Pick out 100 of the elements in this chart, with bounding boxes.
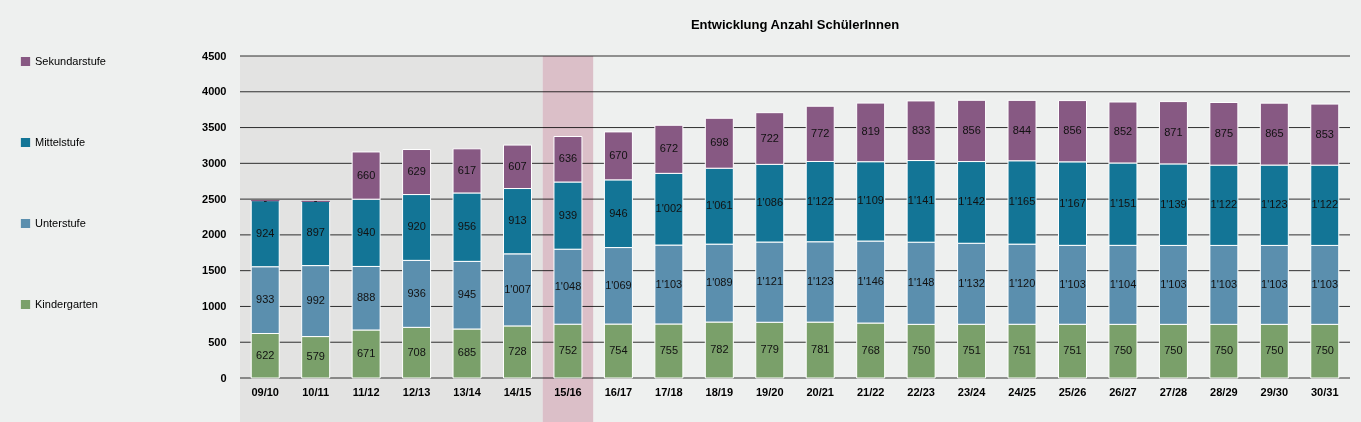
data-label: 1'141 — [907, 194, 935, 207]
data-label: 754 — [609, 344, 628, 357]
y-tick-label: 3000 — [202, 156, 227, 169]
data-label: 871 — [1164, 125, 1183, 138]
data-label: 1'146 — [857, 275, 884, 288]
x-tick-label: 11/12 — [352, 385, 380, 398]
data-label: 1'121 — [756, 275, 784, 288]
data-label: 852 — [1113, 125, 1133, 138]
data-label: 933 — [256, 293, 275, 306]
data-label: 1'103 — [655, 277, 683, 290]
data-label: 1'109 — [857, 194, 884, 207]
data-label: 1'122 — [1210, 198, 1238, 211]
data-label: 1'103 — [1059, 277, 1086, 290]
data-label: 1'139 — [1160, 197, 1187, 210]
x-tick-label: 23/24 — [957, 385, 987, 398]
data-label: 750 — [911, 344, 931, 357]
data-label: 722 — [760, 131, 779, 144]
data-label: 1'148 — [907, 276, 935, 289]
x-tick-label: 15/16 — [554, 385, 582, 398]
x-tick-label: 12/13 — [402, 385, 431, 398]
data-label: 670 — [609, 148, 628, 161]
data-label: 750 — [1113, 344, 1133, 357]
data-label: 1'002 — [655, 202, 683, 215]
x-tick-label: 22/23 — [907, 385, 935, 398]
data-label: 1'089 — [706, 276, 733, 289]
data-label: - — [263, 193, 268, 206]
x-tick-label: 24/25 — [1008, 385, 1036, 398]
data-label: 1'007 — [504, 282, 531, 295]
data-label: 833 — [911, 123, 931, 136]
y-tick-label: 2500 — [202, 192, 227, 205]
data-label: 772 — [811, 126, 830, 139]
data-label: 629 — [407, 165, 426, 178]
data-label: 920 — [407, 220, 426, 233]
data-label: 750 — [1315, 344, 1334, 357]
y-tick-label: 500 — [208, 335, 227, 348]
data-label: 698 — [710, 136, 729, 149]
x-tick-label: 27/28 — [1159, 385, 1188, 398]
y-tick-label: 2000 — [202, 228, 227, 241]
data-label: 1'061 — [706, 199, 733, 212]
data-label: 622 — [256, 348, 275, 361]
data-label: 1'132 — [958, 276, 985, 289]
data-label: 750 — [1164, 344, 1183, 357]
data-label: 924 — [256, 226, 275, 239]
y-tick-label: 4000 — [202, 85, 227, 98]
x-tick-label: 17/18 — [655, 385, 683, 398]
data-label: 865 — [1265, 127, 1284, 140]
data-label: 750 — [1265, 344, 1284, 357]
data-label: 1'122 — [806, 194, 834, 207]
data-label: 819 — [861, 125, 880, 138]
data-label: 1'122 — [1311, 198, 1339, 211]
data-label: 752 — [558, 344, 578, 357]
data-label: 672 — [659, 142, 679, 155]
data-label: 1'123 — [1261, 198, 1288, 211]
data-label: 844 — [1012, 123, 1032, 136]
x-tick-label: 25/26 — [1058, 385, 1087, 398]
data-label: 617 — [457, 163, 477, 176]
legend-label: Unterstufe — [35, 216, 86, 229]
data-label: 992 — [306, 294, 325, 307]
data-label: 1'103 — [1311, 277, 1339, 290]
x-tick-label: 20/21 — [806, 385, 834, 398]
data-label: - — [313, 194, 318, 207]
y-tick-label: 1000 — [202, 299, 227, 312]
legend-label: Sekundarstufe — [35, 54, 106, 67]
x-tick-label: 10/11 — [302, 385, 330, 398]
data-label: 853 — [1315, 127, 1334, 140]
data-label: 728 — [508, 344, 527, 357]
data-label: 768 — [861, 343, 880, 356]
data-label: 1'048 — [554, 279, 582, 292]
x-tick-label: 13/14 — [453, 385, 482, 398]
data-label: 936 — [407, 286, 426, 299]
y-tick-label: 1500 — [202, 264, 227, 277]
data-label: 1'151 — [1109, 197, 1137, 210]
data-label: 856 — [962, 123, 981, 136]
data-label: 940 — [356, 225, 376, 238]
legend-label: Mittelstufe — [35, 135, 86, 148]
x-tick-label: 19/20 — [756, 385, 784, 398]
data-label: 939 — [558, 208, 578, 221]
x-tick-label: 16/17 — [604, 385, 633, 398]
data-label: 913 — [508, 214, 527, 227]
y-tick-label: 3500 — [202, 121, 227, 134]
data-label: 897 — [306, 226, 325, 239]
data-label: 1'103 — [1261, 277, 1288, 290]
x-tick-label: 14/15 — [503, 385, 532, 398]
y-tick-label: 0 — [220, 371, 227, 384]
data-label: 671 — [356, 346, 376, 359]
legend-label: Kindergarten — [35, 297, 98, 310]
x-tick-label: 09/10 — [251, 385, 279, 398]
data-label: 579 — [306, 350, 325, 363]
x-tick-label: 30/31 — [1311, 385, 1339, 398]
data-label: 782 — [710, 343, 729, 356]
data-label: 956 — [457, 220, 477, 233]
data-label: 1'142 — [958, 195, 985, 208]
data-label: 781 — [811, 343, 830, 356]
data-label: 1'167 — [1059, 196, 1086, 209]
x-tick-label: 28/29 — [1210, 385, 1238, 398]
data-label: 685 — [457, 346, 477, 359]
data-label: 1'120 — [1008, 277, 1036, 290]
data-label: 1'104 — [1109, 277, 1137, 290]
x-tick-label: 29/30 — [1260, 385, 1289, 398]
data-label: 607 — [508, 159, 527, 172]
